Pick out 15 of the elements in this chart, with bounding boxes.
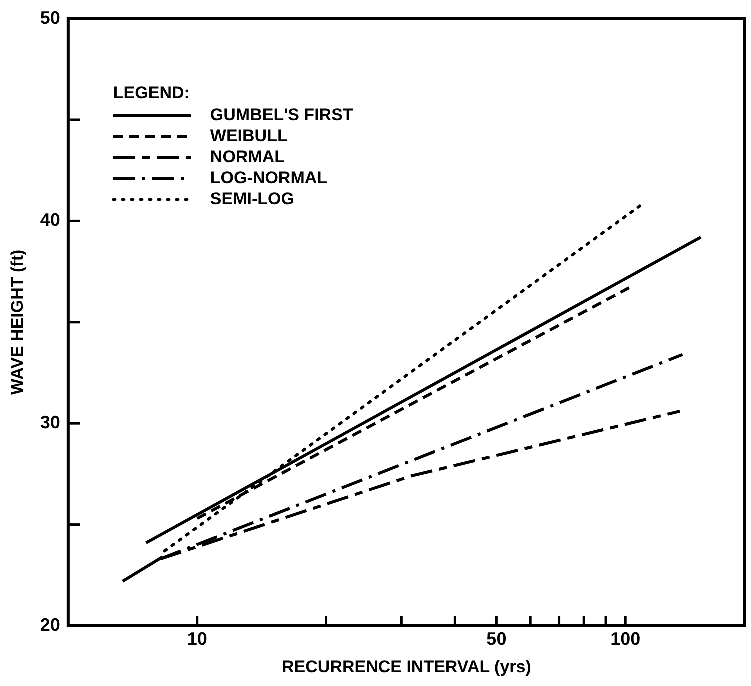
legend-title: LEGEND: [113,83,190,102]
legend-label: SEMI-LOG [210,189,294,208]
legend-label: GUMBEL'S FIRST [210,105,354,124]
y-tick-label: 20 [40,614,60,635]
y-axis-title: WAVE HEIGHT (ft) [8,250,27,395]
y-tick-label: 30 [40,412,60,433]
x-tick-label: 100 [610,628,641,649]
legend-label: LOG-NORMAL [210,168,328,188]
x-axis-title: RECURRENCE INTERVAL (yrs) [282,657,532,676]
y-tick-label: 40 [40,210,60,230]
legend-label: NORMAL [210,147,286,166]
legend-label: WEIBULL [210,126,288,146]
y-tick-label: 50 [40,8,60,28]
x-tick-label: 50 [486,628,507,649]
x-tick-label: 10 [187,628,208,649]
